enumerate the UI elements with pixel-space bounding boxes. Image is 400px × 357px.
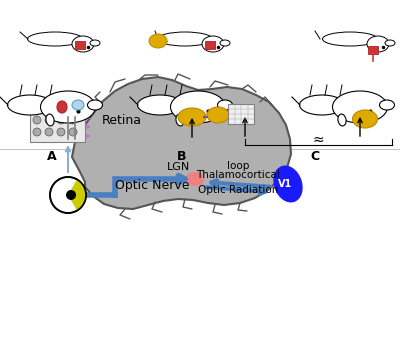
Circle shape bbox=[33, 116, 41, 124]
Ellipse shape bbox=[322, 32, 378, 46]
Ellipse shape bbox=[352, 110, 378, 128]
Ellipse shape bbox=[367, 36, 389, 52]
Circle shape bbox=[57, 104, 65, 112]
Ellipse shape bbox=[90, 40, 100, 46]
Ellipse shape bbox=[300, 95, 344, 115]
Text: Thalamocortical: Thalamocortical bbox=[196, 170, 280, 180]
Ellipse shape bbox=[158, 32, 212, 46]
Polygon shape bbox=[72, 77, 291, 209]
Ellipse shape bbox=[46, 114, 54, 126]
Ellipse shape bbox=[273, 166, 303, 202]
Text: Optic Radiation: Optic Radiation bbox=[198, 185, 278, 195]
Circle shape bbox=[66, 190, 76, 200]
Ellipse shape bbox=[218, 100, 232, 110]
Bar bbox=[368, 46, 378, 54]
Ellipse shape bbox=[385, 40, 395, 46]
Ellipse shape bbox=[149, 34, 167, 48]
Ellipse shape bbox=[332, 91, 388, 123]
Ellipse shape bbox=[138, 95, 182, 115]
Text: C: C bbox=[310, 150, 320, 163]
Circle shape bbox=[69, 116, 77, 124]
Circle shape bbox=[45, 116, 53, 124]
Ellipse shape bbox=[207, 107, 229, 123]
Text: A: A bbox=[47, 150, 57, 163]
FancyBboxPatch shape bbox=[30, 100, 85, 142]
Circle shape bbox=[45, 128, 53, 136]
Text: ≈: ≈ bbox=[312, 133, 324, 147]
Wedge shape bbox=[68, 180, 86, 211]
Ellipse shape bbox=[176, 114, 184, 126]
Circle shape bbox=[57, 128, 65, 136]
Text: V1: V1 bbox=[278, 179, 292, 189]
Circle shape bbox=[45, 104, 53, 112]
Ellipse shape bbox=[88, 100, 102, 110]
Ellipse shape bbox=[72, 36, 94, 52]
Circle shape bbox=[57, 116, 65, 124]
Text: Optic Nerve: Optic Nerve bbox=[115, 178, 189, 191]
Circle shape bbox=[33, 104, 41, 112]
Ellipse shape bbox=[57, 101, 67, 113]
Ellipse shape bbox=[170, 91, 226, 123]
Ellipse shape bbox=[220, 40, 230, 46]
Ellipse shape bbox=[338, 114, 346, 126]
Text: Retina: Retina bbox=[102, 114, 142, 126]
Text: LGN: LGN bbox=[167, 162, 190, 172]
Bar bbox=[205, 41, 215, 49]
Ellipse shape bbox=[202, 36, 224, 52]
Ellipse shape bbox=[186, 172, 204, 186]
Circle shape bbox=[69, 104, 77, 112]
Ellipse shape bbox=[72, 100, 84, 110]
Ellipse shape bbox=[28, 32, 82, 46]
Ellipse shape bbox=[178, 108, 206, 126]
Ellipse shape bbox=[8, 95, 52, 115]
Ellipse shape bbox=[40, 91, 96, 123]
Circle shape bbox=[33, 128, 41, 136]
Text: B: B bbox=[177, 150, 187, 163]
Circle shape bbox=[69, 128, 77, 136]
Ellipse shape bbox=[380, 100, 394, 110]
Bar bbox=[75, 41, 85, 49]
Text: loop: loop bbox=[227, 161, 249, 171]
Circle shape bbox=[50, 177, 86, 213]
Bar bbox=[228, 104, 254, 124]
